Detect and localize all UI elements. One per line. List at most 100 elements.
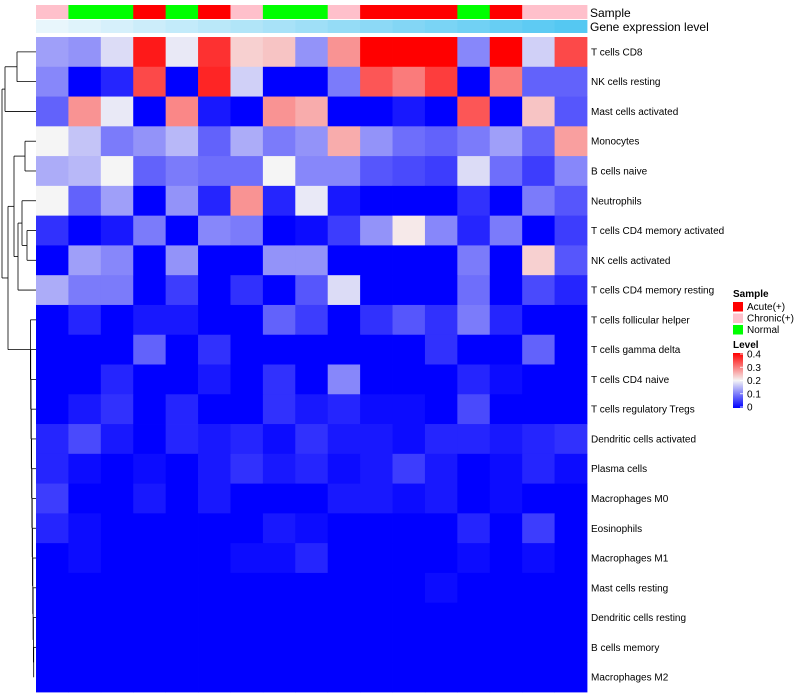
heatmap-cell: [360, 572, 393, 604]
row-label: NK cells resting: [591, 77, 660, 88]
heatmap-cell: [424, 66, 458, 97]
heatmap-cell: [165, 185, 199, 217]
heatmap-cell: [198, 424, 231, 455]
heatmap-cell: [165, 453, 199, 484]
heatmap-cell: [100, 632, 134, 663]
heatmap-cell: [489, 424, 523, 455]
heatmap-cell: [198, 364, 231, 395]
heatmap-cell: [295, 37, 329, 68]
heatmap-cell: [262, 156, 296, 187]
heatmap-cell: [262, 185, 296, 217]
heatmap-cell: [165, 543, 199, 574]
heatmap-cell: [230, 96, 264, 127]
heatmap-cell: [360, 37, 393, 68]
heatmap-cell: [262, 483, 296, 514]
level-tick-label: 0: [747, 403, 753, 414]
gene-expression-annotation-cell: [392, 20, 426, 33]
heatmap-cell: [392, 394, 426, 425]
heatmap-cell: [554, 185, 588, 217]
heatmap-cell: [262, 126, 296, 157]
gene-expression-annotation-cell: [327, 20, 361, 33]
heatmap-cell: [360, 304, 393, 336]
sample-legend-swatch: [733, 313, 743, 323]
level-tick-label: 0.2: [747, 376, 761, 387]
heatmap-cell: [424, 275, 458, 306]
heatmap-cell: [165, 334, 199, 365]
heatmap-cell: [554, 513, 588, 544]
heatmap-cell: [392, 96, 426, 127]
heatmap-cell: [262, 275, 296, 306]
heatmap-cell: [457, 156, 491, 187]
heatmap-cell: [489, 513, 523, 544]
heatmap-cell: [522, 126, 555, 157]
heatmap-cell: [36, 543, 69, 574]
heatmap-cell: [295, 304, 329, 336]
heatmap-cell: [295, 513, 329, 544]
heatmap-cell: [489, 394, 523, 425]
heatmap-cell: [554, 215, 588, 246]
heatmap-cell: [424, 304, 458, 336]
heatmap-cell: [489, 602, 523, 633]
heatmap-cell: [457, 304, 491, 336]
heatmap-cell: [165, 394, 199, 425]
heatmap-cell: [100, 453, 134, 484]
gene-expression-annotation-cell: [230, 20, 264, 33]
heatmap-cell: [554, 602, 588, 633]
heatmap-cell: [554, 424, 588, 455]
legend: Sample Acute(+)Chronic(+)Normal Level 0.…: [733, 289, 794, 414]
row-label: Neutrophils: [591, 196, 642, 207]
heatmap-cell: [489, 215, 523, 246]
gene-expression-annotation-cell: [100, 20, 134, 33]
heatmap-cell: [198, 275, 231, 306]
heatmap-cell: [489, 483, 523, 514]
row-label: T cells CD4 naive: [591, 375, 670, 386]
heatmap-cell: [68, 215, 102, 246]
heatmap-cell: [554, 632, 588, 663]
heatmap-cell: [295, 602, 329, 633]
gene-expression-annotation-cell: [165, 20, 199, 33]
level-legend-title: Level: [733, 340, 759, 351]
gene-expression-annotation-cell: [554, 20, 588, 33]
heatmap-cell: [457, 245, 491, 276]
heatmap-cell: [165, 275, 199, 306]
heatmap-cell: [457, 662, 491, 693]
heatmap-cell: [457, 185, 491, 217]
heatmap-cell: [36, 602, 69, 633]
heatmap-cell: [522, 513, 555, 544]
heatmap-cell: [489, 334, 523, 365]
heatmap-cell: [327, 483, 361, 514]
heatmap-cell: [262, 543, 296, 574]
sample-legend-swatch: [733, 325, 743, 335]
heatmap-cell: [295, 96, 329, 127]
heatmap-cell: [489, 275, 523, 306]
heatmap-cell: [392, 185, 426, 217]
heatmap-cell: [522, 215, 555, 246]
gene-expression-annotation-cell: [198, 20, 231, 33]
heatmap-cell: [392, 275, 426, 306]
heatmap-cell: [327, 602, 361, 633]
sample-annotation-cell: [489, 5, 523, 19]
heatmap-cell: [262, 394, 296, 425]
heatmap-cell: [36, 632, 69, 663]
sample-annotation-cell: [360, 5, 393, 19]
heatmap-cell: [392, 364, 426, 395]
level-tick-label: 0.3: [747, 363, 761, 374]
heatmap-cell: [165, 37, 199, 68]
row-label: T cells CD8: [591, 47, 643, 58]
heatmap-cell: [295, 126, 329, 157]
heatmap-cell: [198, 662, 231, 693]
heatmap-cell: [165, 424, 199, 455]
sample-annotation-cell: [522, 5, 555, 19]
heatmap-cell: [392, 334, 426, 365]
sample-annotation-cell: [327, 5, 361, 19]
heatmap-cell: [360, 334, 393, 365]
heatmap-cell: [489, 126, 523, 157]
heatmap-cell: [230, 215, 264, 246]
heatmap-cell: [133, 662, 167, 693]
heatmap-cell: [424, 543, 458, 574]
heatmap-cell: [424, 334, 458, 365]
heatmap-cell: [424, 662, 458, 693]
heatmap-cell: [424, 394, 458, 425]
heatmap-cell: [295, 394, 329, 425]
row-label: Eosinophils: [591, 524, 642, 535]
